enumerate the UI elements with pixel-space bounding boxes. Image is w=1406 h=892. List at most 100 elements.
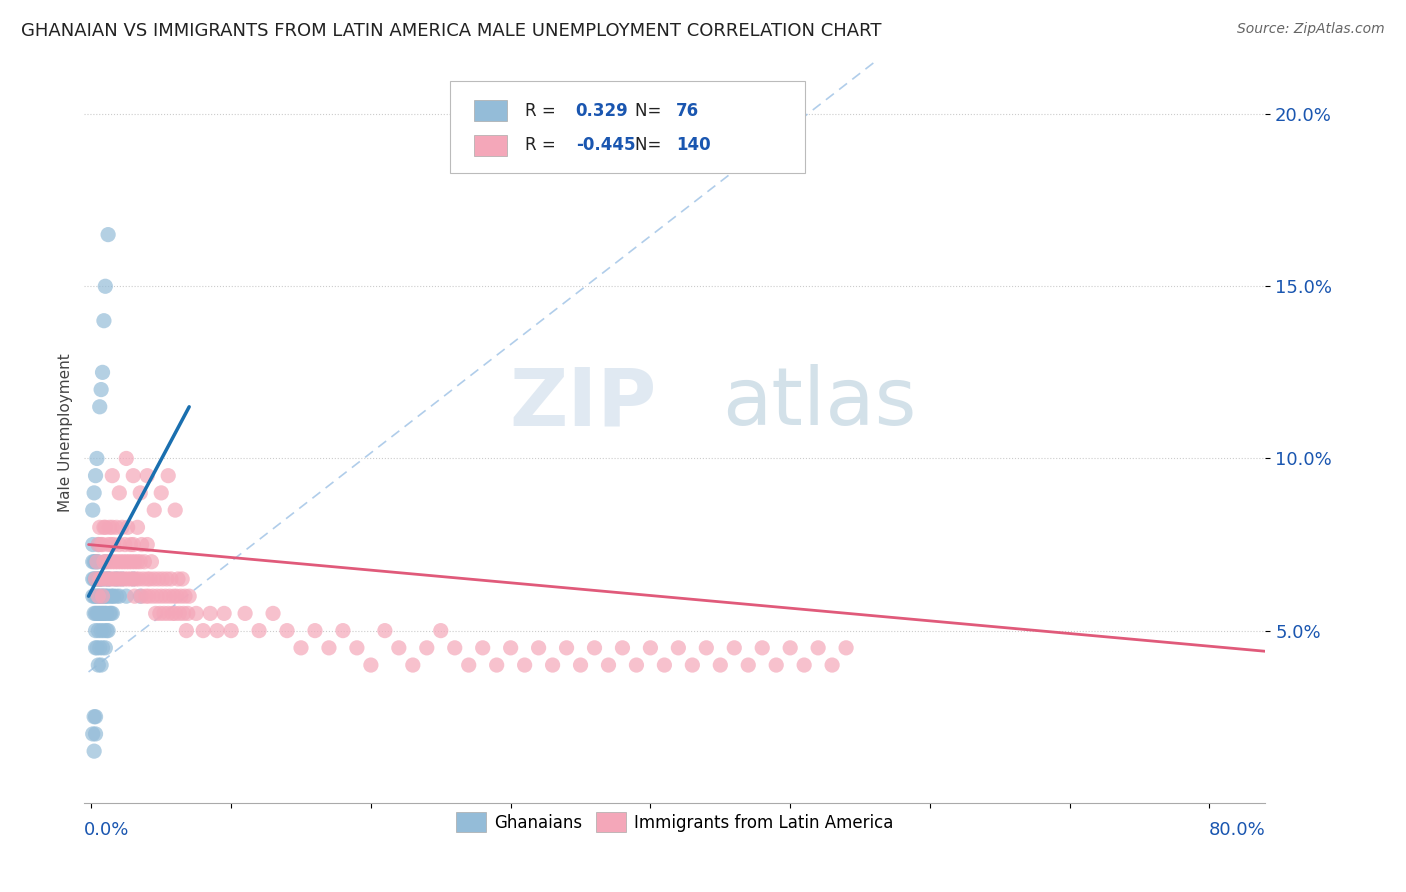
Point <box>89 589 111 603</box>
Point <box>388 640 411 655</box>
Point <box>471 640 494 655</box>
Point <box>83 486 105 500</box>
Point <box>86 572 108 586</box>
Point <box>93 555 115 569</box>
Point <box>84 572 107 586</box>
Point <box>103 572 125 586</box>
Point <box>198 607 221 621</box>
Point <box>173 607 195 621</box>
Point <box>709 658 731 673</box>
Point <box>82 503 104 517</box>
Point <box>108 537 131 551</box>
Point <box>332 624 354 638</box>
Point <box>86 607 108 621</box>
Point <box>101 520 124 534</box>
Point <box>160 572 183 586</box>
Point <box>87 624 110 638</box>
Point <box>122 468 145 483</box>
Point <box>166 589 188 603</box>
Point <box>100 607 122 621</box>
Text: atlas: atlas <box>723 364 917 442</box>
Point <box>821 658 844 673</box>
Point <box>82 572 104 586</box>
Point <box>155 589 177 603</box>
Point <box>93 624 115 638</box>
Point <box>94 555 117 569</box>
Point <box>104 555 127 569</box>
Point <box>115 555 138 569</box>
Point <box>84 468 107 483</box>
Point <box>527 640 550 655</box>
Y-axis label: Male Unemployment: Male Unemployment <box>58 353 73 512</box>
Point <box>205 624 228 638</box>
Point <box>146 589 169 603</box>
Point <box>131 589 153 603</box>
Point <box>120 572 142 586</box>
Point <box>103 537 125 551</box>
Point <box>108 572 131 586</box>
Point <box>94 520 117 534</box>
Point <box>89 400 111 414</box>
Point <box>101 555 124 569</box>
Point <box>83 572 105 586</box>
Point <box>93 607 115 621</box>
Point <box>97 537 120 551</box>
Point <box>84 727 107 741</box>
Text: 76: 76 <box>676 102 699 120</box>
Point <box>174 589 197 603</box>
Point <box>90 589 112 603</box>
Point <box>695 640 717 655</box>
Text: ZIP: ZIP <box>509 364 657 442</box>
Point <box>179 589 201 603</box>
Point <box>121 555 143 569</box>
Point <box>111 572 134 586</box>
Point <box>96 607 118 621</box>
Point <box>429 624 451 638</box>
Point <box>93 520 115 534</box>
Point <box>105 572 128 586</box>
Point <box>86 555 108 569</box>
Point <box>115 589 138 603</box>
Point <box>122 572 145 586</box>
Point <box>569 658 592 673</box>
Point <box>97 624 120 638</box>
Text: -0.445: -0.445 <box>575 136 636 154</box>
Point <box>89 607 111 621</box>
Point <box>111 572 134 586</box>
Point <box>165 607 187 621</box>
Point <box>156 572 179 586</box>
Point <box>681 658 703 673</box>
Point <box>101 589 124 603</box>
Point <box>136 572 159 586</box>
Point <box>513 658 536 673</box>
Point <box>132 572 155 586</box>
Point <box>157 607 180 621</box>
Point <box>114 537 136 551</box>
Point <box>105 589 128 603</box>
Point <box>541 658 564 673</box>
Point <box>170 589 193 603</box>
Point <box>100 537 122 551</box>
Point <box>93 589 115 603</box>
Point <box>136 537 159 551</box>
Point <box>304 624 326 638</box>
Point <box>84 624 107 638</box>
Point <box>89 572 111 586</box>
Point <box>97 227 120 242</box>
Point <box>107 572 129 586</box>
Point <box>104 572 127 586</box>
Point <box>101 607 124 621</box>
Point <box>149 607 172 621</box>
Point <box>485 658 508 673</box>
Point <box>135 589 157 603</box>
Point <box>83 555 105 569</box>
Point <box>129 555 152 569</box>
Point <box>87 555 110 569</box>
Point <box>122 572 145 586</box>
Point <box>84 555 107 569</box>
Point <box>87 537 110 551</box>
Text: 0.329: 0.329 <box>575 102 628 120</box>
Point <box>94 607 117 621</box>
Point <box>84 572 107 586</box>
Point <box>96 555 118 569</box>
